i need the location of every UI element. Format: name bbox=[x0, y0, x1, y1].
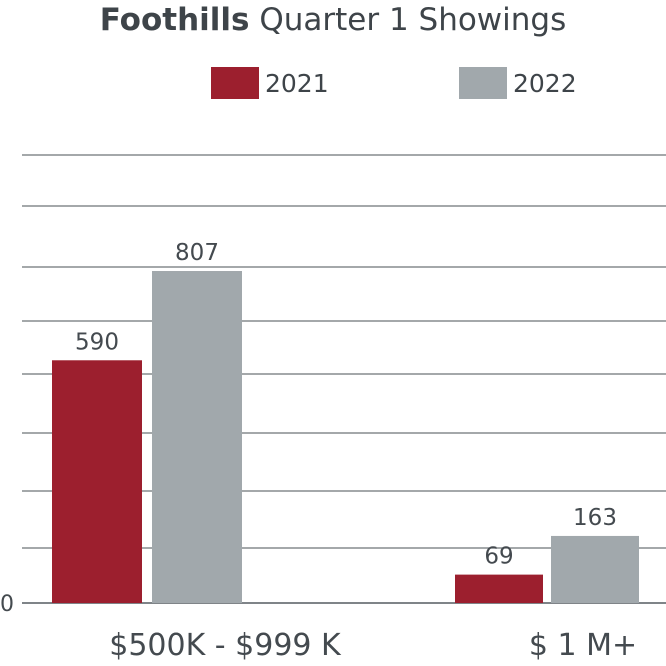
data-label: 163 bbox=[573, 505, 617, 531]
bar-2021-mid bbox=[52, 360, 142, 603]
legend-item-2022: 2022 bbox=[459, 66, 577, 100]
y-tick-label: 0 bbox=[0, 592, 14, 617]
chart-title-bold: Foothills bbox=[99, 2, 250, 38]
bar-2022-high bbox=[551, 535, 639, 603]
bar-2022-mid bbox=[152, 271, 242, 603]
legend-swatch-2021 bbox=[211, 67, 259, 99]
legend-label-2022: 2022 bbox=[513, 68, 577, 98]
bar-2021-high bbox=[455, 574, 543, 603]
data-label: 69 bbox=[484, 544, 513, 570]
data-label: 807 bbox=[175, 240, 219, 266]
legend-item-2021: 2021 bbox=[211, 66, 329, 100]
chart-title: Foothills Quarter 1 Showings bbox=[0, 2, 666, 38]
chart-title-rest: Quarter 1 Showings bbox=[249, 2, 567, 38]
category-label: $ 1 M+ bbox=[529, 628, 637, 663]
legend-label-2021: 2021 bbox=[265, 68, 329, 98]
legend-swatch-2022 bbox=[459, 67, 507, 99]
data-label: 590 bbox=[75, 329, 119, 355]
legend: 2021 2022 bbox=[0, 66, 666, 100]
category-label: $500K - $999 K bbox=[109, 628, 342, 663]
